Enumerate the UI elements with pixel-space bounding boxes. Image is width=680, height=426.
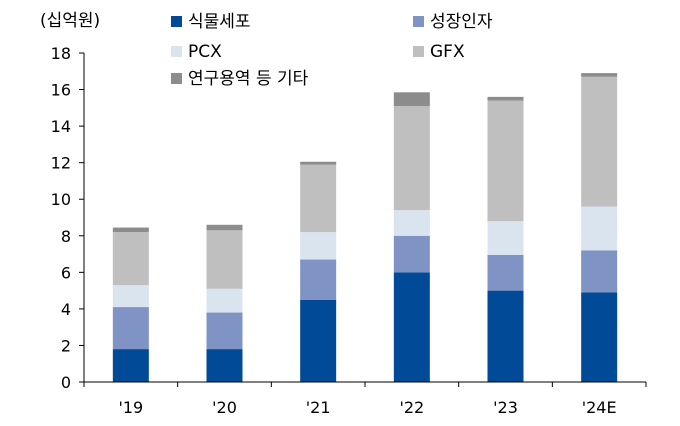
bar-segment (393, 272, 430, 382)
bar-segment (581, 76, 618, 207)
legend-label: 성장인자 (430, 12, 493, 32)
bar-segment (112, 307, 149, 350)
legend-label: 식물세포 (188, 12, 251, 32)
y-axis-label: (십억원) (40, 11, 100, 31)
bar-segment (300, 299, 337, 382)
y-axis: 0 2 4 6 8 10 12 14 16 18 (51, 44, 85, 392)
bar-segment (206, 230, 243, 289)
legend-label: 연구용역 등 기타 (188, 69, 309, 89)
bar-segment (300, 259, 337, 300)
bar-segment (300, 161, 337, 165)
x-axis: '19 '20 '21 '22 '23 '24E (83, 381, 647, 417)
bar-segment (581, 292, 618, 382)
bar-segment (393, 92, 430, 107)
y-tick-label: 6 (61, 263, 71, 282)
bar-segment (300, 232, 337, 260)
bar-segment (581, 206, 618, 251)
x-tick-label: '21 (306, 398, 331, 417)
bar-segment (393, 210, 430, 236)
legend: 식물세포 성장인자 PCX GFX 연구용역 등 기타 (171, 12, 493, 89)
y-tick-label: 8 (61, 227, 71, 246)
y-tick-label: 10 (51, 190, 71, 209)
bar-segment (112, 349, 149, 382)
x-tick-label: '19 (118, 398, 143, 417)
y-tick-label: 0 (61, 373, 71, 392)
legend-swatch (171, 16, 182, 27)
bar-segment (487, 221, 524, 255)
y-tick-label: 16 (51, 81, 71, 100)
bar-segment (112, 285, 149, 308)
legend-swatch (413, 16, 424, 27)
bar-segment (206, 312, 243, 350)
bar-segment (487, 100, 524, 222)
legend-swatch (413, 46, 424, 57)
bar-segment (581, 250, 618, 293)
legend-swatch (171, 46, 182, 57)
bar-segment (487, 96, 524, 101)
bar-segment (206, 224, 243, 231)
bar-segment (206, 349, 243, 382)
legend-label: GFX (430, 42, 465, 62)
x-tick-label: '23 (493, 398, 518, 417)
x-tick-label: '24E (582, 398, 617, 417)
y-tick-label: 14 (51, 117, 71, 136)
y-tick-label: 2 (61, 336, 71, 355)
bar-segment (393, 235, 430, 273)
y-tick-label: 4 (61, 300, 71, 319)
x-tick-label: '22 (399, 398, 424, 417)
bar-segment (300, 164, 337, 233)
bars-group (112, 73, 618, 382)
legend-label: PCX (188, 42, 222, 62)
legend-swatch (171, 73, 182, 84)
bar-segment (112, 227, 149, 233)
y-tick-label: 18 (51, 44, 71, 63)
bar-segment (581, 73, 618, 77)
bar-segment (206, 288, 243, 313)
bar-segment (112, 232, 149, 286)
bar-segment (393, 106, 430, 211)
bar-segment (487, 254, 524, 291)
bar-segment (487, 290, 524, 382)
x-tick-label: '20 (212, 398, 237, 417)
y-tick-label: 12 (51, 154, 71, 173)
